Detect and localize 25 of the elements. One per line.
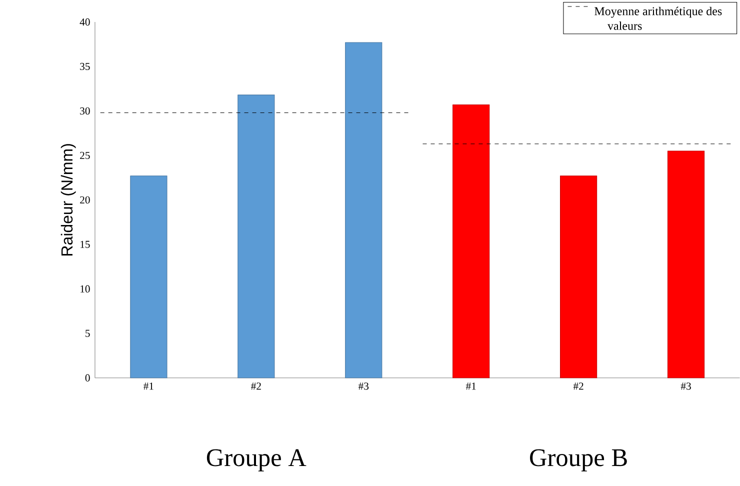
y-tick-label: 30 <box>80 107 90 115</box>
x-tick-label: #3 <box>680 382 691 390</box>
y-tick-label: 5 <box>86 330 90 338</box>
bar <box>560 176 598 378</box>
x-tick-label: #2 <box>573 382 584 390</box>
text: Groupe B <box>530 449 627 472</box>
legend-label: Moyenne arithmétique des valeurs <box>594 6 722 30</box>
y-tick-label: 15 <box>80 240 90 248</box>
y-tick-label: 25 <box>80 152 90 160</box>
x-tick-label: #1 <box>144 382 154 390</box>
bar <box>238 94 275 378</box>
y-tick-label: 0 <box>85 374 90 382</box>
y-tick-label: 40 <box>80 18 90 26</box>
bar <box>452 104 490 378</box>
bar <box>130 176 168 378</box>
y-tick-label: 20 <box>80 196 90 204</box>
bar <box>667 150 705 378</box>
text: Groupe A <box>206 449 306 472</box>
y-tick-label: 10 <box>80 285 90 293</box>
x-tick-label: #1 <box>466 382 476 390</box>
y-tick-label: 35 <box>80 62 90 70</box>
x-tick-label: #2 <box>251 382 261 390</box>
y-axis-title: Raideur (N/mm) <box>60 144 76 256</box>
x-tick-label: #3 <box>358 382 369 390</box>
bar <box>345 42 382 378</box>
